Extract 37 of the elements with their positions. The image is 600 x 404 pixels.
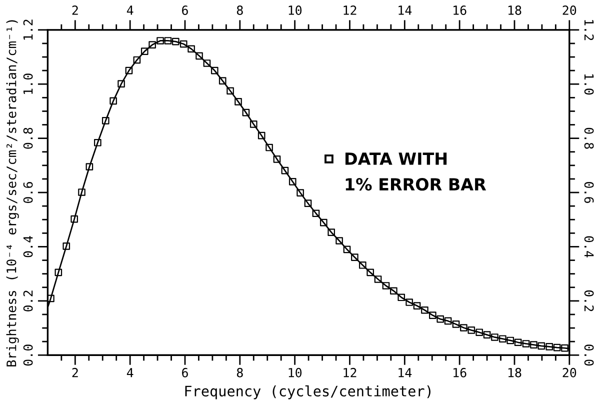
y-axis-title: Brightness (10⁻⁴ ergs/sec/cm²/steradian/cm⁻¹) bbox=[6, 20, 19, 366]
y2-tick-label: 0.2 bbox=[584, 290, 594, 312]
y2-tick-label: 0.6 bbox=[584, 182, 594, 203]
y2-tick-label: 0.8 bbox=[584, 128, 594, 149]
x2-tick-label: 8 bbox=[236, 6, 243, 15]
y-tick-label: 0.6 bbox=[23, 182, 33, 203]
y2-tick-label: 1.2 bbox=[584, 20, 594, 40]
x-tick-label: 6 bbox=[182, 368, 188, 378]
x-tick-label: 20 bbox=[562, 368, 576, 378]
y-tick-label: 1.0 bbox=[23, 74, 33, 94]
x2-tick-label: 16 bbox=[454, 6, 466, 15]
y-tick-label: 0.4 bbox=[23, 236, 33, 258]
legend-label: DATA WITH 1% ERROR BAR bbox=[346, 152, 486, 191]
x-tick-label: 4 bbox=[126, 368, 134, 378]
y-tick-label: 0.8 bbox=[23, 128, 33, 149]
x-tick-label: 16 bbox=[454, 368, 466, 378]
y2-tick-label: 0.4 bbox=[584, 236, 594, 258]
x2-tick-label: 12 bbox=[344, 6, 356, 15]
x2-tick-label: 10 bbox=[288, 6, 302, 15]
x-tick-label: 2 bbox=[72, 368, 78, 378]
y-tick-label: 0.2 bbox=[23, 290, 33, 312]
y2-tick-label: 1.0 bbox=[584, 74, 594, 95]
x-tick-label: 8 bbox=[236, 368, 243, 378]
x2-tick-label: 2 bbox=[72, 6, 78, 15]
y-tick-label: 1.2 bbox=[23, 20, 33, 40]
x-tick-label: 14 bbox=[398, 368, 412, 378]
x2-tick-label: 20 bbox=[562, 6, 576, 15]
x-tick-label: 12 bbox=[344, 368, 356, 378]
x-axis-title: Frequency (cycles/centimeter) bbox=[185, 385, 430, 400]
y2-tick-label: 0.0 bbox=[584, 344, 594, 366]
x-tick-label: 18 bbox=[508, 368, 522, 378]
x2-tick-label: 18 bbox=[508, 6, 522, 15]
x2-tick-label: 6 bbox=[182, 6, 188, 15]
x2-tick-label: 14 bbox=[398, 6, 412, 15]
x2-tick-label: 4 bbox=[126, 6, 134, 15]
y-tick-label: 0.0 bbox=[23, 344, 33, 366]
x-tick-label: 10 bbox=[288, 368, 302, 378]
